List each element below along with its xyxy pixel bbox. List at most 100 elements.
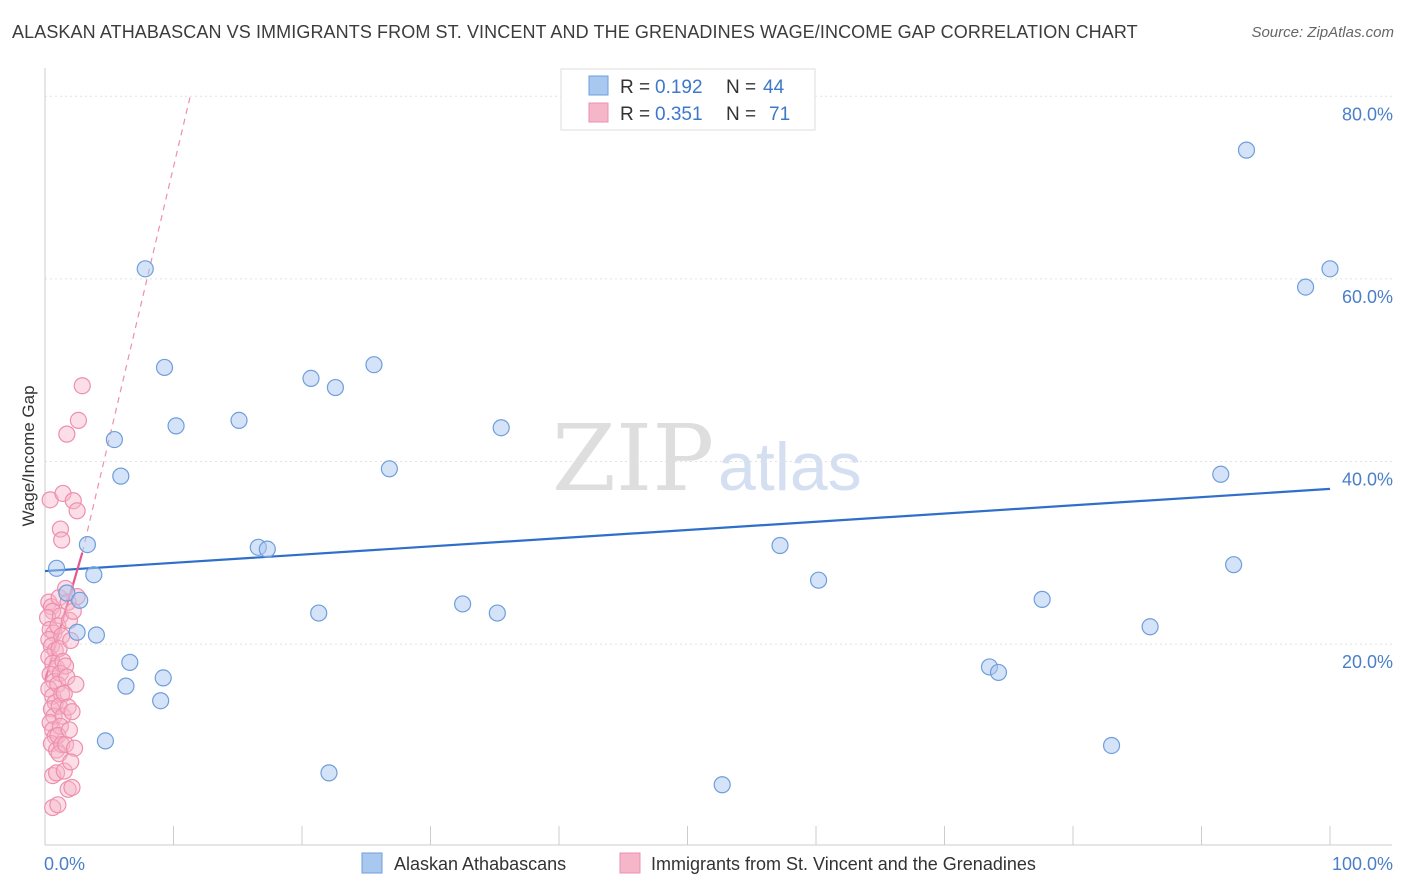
chart-title: ALASKAN ATHABASCAN VS IMMIGRANTS FROM ST… [12,22,1138,42]
point-alaskan-athabascan-13 [154,669,172,687]
point-st-vincent-56 [55,762,73,780]
legend-n-label-pink: N = [726,104,756,125]
point-st-vincent-62 [73,377,91,395]
point-alaskan-athabascan-26 [454,595,472,613]
point-alaskan-athabascan-22 [326,378,345,397]
point-alaskan-athabascan-6 [78,535,97,554]
point-alaskan-athabascan-34 [1033,590,1051,608]
point-alaskan-athabascan-14 [155,358,174,377]
point-st-vincent-60 [68,502,86,520]
point-st-vincent-38 [50,697,68,715]
point-st-vincent-43 [50,745,68,763]
legend-swatch-blue [588,75,609,96]
point-alaskan-athabascan-11 [96,732,114,750]
point-alaskan-athabascan-1 [58,584,76,602]
gridlines [45,95,1392,645]
point-alaskan-athabascan-35 [1102,736,1121,755]
point-st-vincent-68 [60,721,79,739]
correlation-legend: R = 0.192 N = 44 R = 0.351 N = 71 [560,68,816,131]
point-alaskan-athabascan-41 [1321,260,1339,278]
point-st-vincent-67 [63,703,81,721]
point-st-vincent-66 [67,675,85,693]
point-alaskan-athabascan-0 [47,559,66,577]
legend-r-value-blue: 0.192 [655,77,703,98]
point-st-vincent-28 [49,796,67,814]
legend-n-label-blue: N = [726,77,756,98]
point-st-vincent-50 [60,611,79,629]
legend-r-label-pink: R = [620,104,650,125]
point-st-vincent-69 [65,739,84,757]
point-alaskan-athabascan-10 [121,653,139,671]
point-alaskan-athabascan-31 [809,571,828,589]
point-alaskan-athabascan-9 [117,677,135,695]
legend-n-value-blue: 44 [763,77,785,98]
axes [44,68,1392,846]
point-alaskan-athabascan-20 [302,369,320,388]
point-st-vincent-59 [64,492,82,510]
x-tick-label-100: 100.0% [1332,854,1393,874]
point-alaskan-athabascan-19 [258,540,276,558]
point-alaskan-athabascan-37 [1212,465,1230,483]
series-legend-label-pink: Immigrants from St. Vincent and the Gren… [651,854,1036,874]
point-alaskan-athabascan-5 [87,626,106,644]
point-alaskan-athabascan-3 [68,623,86,641]
legend-swatch-pink [588,102,609,123]
tick-labels: 20.0% 40.0% 60.0% 80.0% 0.0% 100.0% [44,104,1393,874]
legend-n-value-pink: 71 [769,104,790,125]
point-st-vincent-27 [44,798,62,817]
trend-lines [43,96,1331,681]
point-alaskan-athabascan-24 [365,356,383,374]
trend-line-extension-st-vincent [81,96,191,553]
watermark: ZIP atlas [552,405,862,512]
legend-r-value-pink: 0.351 [655,104,703,125]
point-alaskan-athabascan-8 [112,467,130,485]
point-alaskan-athabascan-40 [1296,278,1315,296]
point-alaskan-athabascan-33 [989,663,1008,682]
point-alaskan-athabascan-27 [488,604,506,622]
point-st-vincent-70 [62,753,80,771]
y-tick-label-80: 80.0% [1342,104,1393,124]
point-alaskan-athabascan-23 [320,764,338,782]
point-st-vincent-45 [53,531,71,549]
series-legend-swatch-pink [619,852,641,874]
data-points [38,141,1339,817]
y-tick-label-60: 60.0% [1342,287,1393,307]
point-alaskan-athabascan-38 [1225,556,1243,574]
point-alaskan-athabascan-2 [71,591,89,609]
point-alaskan-athabascan-30 [771,536,789,555]
legend-r-label-blue: R = [620,77,650,98]
x-tick-label-0: 0.0% [44,854,85,874]
point-alaskan-athabascan-15 [152,692,170,710]
point-alaskan-athabascan-7 [105,430,123,449]
point-alaskan-athabascan-25 [380,460,398,478]
watermark-zip: ZIP [552,405,714,512]
point-st-vincent-53 [55,684,73,703]
series-legend-label-blue: Alaskan Athabascans [394,854,566,874]
y-tick-label-40: 40.0% [1342,470,1393,490]
source-label: Source: ZipAtlas.com [1251,24,1394,41]
point-alaskan-athabascan-36 [1141,618,1159,636]
y-axis-title: Wage/Income Gap [19,385,38,526]
point-st-vincent-58 [63,778,81,797]
point-alaskan-athabascan-16 [167,417,185,435]
point-alaskan-athabascan-29 [713,776,731,794]
point-st-vincent-47 [58,425,76,443]
point-st-vincent-61 [69,411,88,430]
point-alaskan-athabascan-28 [492,419,510,437]
point-alaskan-athabascan-17 [230,411,248,430]
watermark-atlas: atlas [718,429,862,505]
point-alaskan-athabascan-12 [136,260,154,278]
point-st-vincent-30 [51,607,70,625]
y-tick-label-20: 20.0% [1342,652,1393,672]
point-st-vincent-36 [49,675,67,693]
trend-line-st-vincent [43,552,84,681]
point-st-vincent-33 [50,640,68,658]
point-alaskan-athabascan-4 [85,566,103,584]
point-st-vincent-52 [58,668,76,686]
trend-line-alaskan-athabascans [44,487,1331,573]
series-legend: Alaskan Athabascans Immigrants from St. … [361,852,1036,874]
point-alaskan-athabascan-39 [1237,141,1256,159]
series-legend-swatch-blue [361,852,383,874]
point-alaskan-athabascan-21 [310,604,328,622]
